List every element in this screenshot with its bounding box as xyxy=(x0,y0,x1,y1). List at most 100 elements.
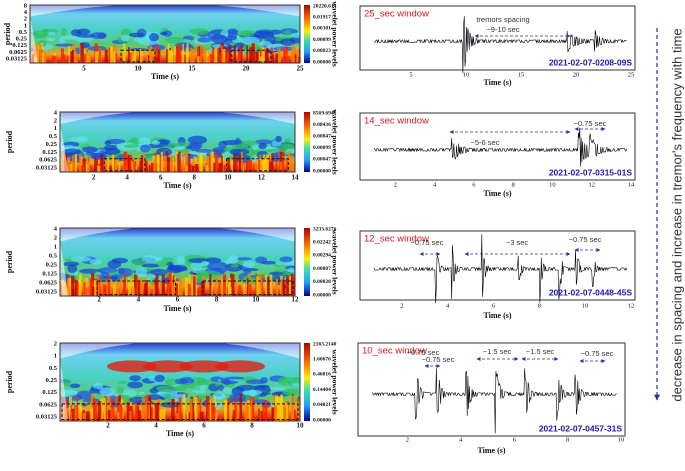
streak xyxy=(295,50,299,63)
x-tick-label: 6 xyxy=(202,422,206,430)
streak xyxy=(233,45,237,63)
streak xyxy=(68,46,71,63)
streak xyxy=(136,401,139,421)
scalogram xyxy=(30,5,300,63)
streak xyxy=(208,400,212,421)
streak xyxy=(148,165,151,172)
blob xyxy=(164,36,185,44)
streak xyxy=(260,49,262,63)
streak xyxy=(182,152,185,172)
streak xyxy=(130,406,134,421)
streak xyxy=(249,284,252,296)
streak xyxy=(94,281,99,296)
streak xyxy=(145,279,148,296)
x-tick-label: 6 xyxy=(513,436,517,443)
streak xyxy=(184,152,188,172)
blob xyxy=(280,38,296,47)
streak xyxy=(68,396,72,421)
streak xyxy=(76,281,79,296)
blob xyxy=(118,268,133,277)
streak xyxy=(203,47,207,63)
blob xyxy=(292,383,300,387)
streak xyxy=(117,412,120,421)
streak xyxy=(208,156,210,172)
streak xyxy=(165,151,169,172)
streak xyxy=(128,47,130,63)
streak xyxy=(146,395,149,421)
window-label: 25_sec window xyxy=(364,9,429,20)
blob xyxy=(47,31,56,35)
blob xyxy=(201,260,210,266)
colorbar-tick-label: 0.00099 xyxy=(313,37,331,43)
streak xyxy=(271,408,274,421)
streak xyxy=(159,281,162,296)
highlight-box xyxy=(120,49,156,63)
streak xyxy=(154,277,157,296)
x-tick-label: 2 xyxy=(400,302,403,309)
streak xyxy=(141,56,144,63)
scalogram xyxy=(60,112,295,172)
blob xyxy=(277,377,297,383)
streak xyxy=(154,45,159,63)
blob xyxy=(143,360,193,373)
blob xyxy=(89,32,106,40)
colorbar-tick-label: 0.01917 xyxy=(313,14,331,20)
streak xyxy=(76,397,79,421)
streak xyxy=(95,51,98,63)
streak xyxy=(277,47,281,63)
blob xyxy=(176,256,185,265)
streak xyxy=(275,160,278,172)
y-tick-label: 0.0625 xyxy=(39,401,58,408)
streak xyxy=(199,398,202,421)
x-tick-label: 2 xyxy=(394,181,397,188)
streak xyxy=(269,274,273,296)
blob xyxy=(99,387,116,397)
blob xyxy=(129,375,141,382)
streak xyxy=(249,160,253,172)
streak xyxy=(73,155,76,172)
y-tick-label: 0.25 xyxy=(46,261,58,268)
colorbar-tick-label: 0.04021 xyxy=(313,402,331,408)
streak xyxy=(139,279,142,296)
streak xyxy=(240,45,243,63)
blob xyxy=(265,386,287,391)
streak xyxy=(97,401,102,421)
streak xyxy=(261,47,265,63)
streak xyxy=(283,47,286,63)
streak xyxy=(144,160,148,172)
streak xyxy=(131,55,135,63)
streak xyxy=(162,285,165,296)
colorbar-tick-label: 0.00000 xyxy=(313,168,331,174)
streak xyxy=(282,402,286,421)
x-tick-label: 6 xyxy=(176,296,180,304)
blob xyxy=(182,382,196,389)
y-tick-label: 0.5 xyxy=(49,365,58,372)
streak xyxy=(255,51,259,63)
blob xyxy=(230,263,240,268)
streak xyxy=(128,277,131,296)
streak xyxy=(182,43,184,63)
blob xyxy=(290,32,300,39)
blob xyxy=(62,379,71,387)
blob xyxy=(227,254,239,264)
streak xyxy=(221,155,223,172)
colorbar-tick-label: 0.00000 xyxy=(313,59,331,65)
streak xyxy=(288,276,291,296)
blob xyxy=(252,399,268,404)
streak xyxy=(68,286,71,296)
colorbar-tick-label: 0.00381 xyxy=(313,26,331,32)
y-tick-label: 0.03125 xyxy=(6,55,28,62)
streak xyxy=(71,408,75,421)
streak xyxy=(138,50,141,63)
streak xyxy=(153,401,157,421)
streak xyxy=(192,156,196,172)
record-id: 2021-02-07-0448-45S xyxy=(549,287,633,297)
streak xyxy=(179,159,182,172)
streak xyxy=(236,403,240,421)
blob xyxy=(179,360,229,373)
blob xyxy=(99,150,106,156)
annotation: ~0.75 sec xyxy=(422,355,455,364)
streak xyxy=(174,277,177,296)
streak xyxy=(133,274,137,296)
blob xyxy=(222,378,232,386)
